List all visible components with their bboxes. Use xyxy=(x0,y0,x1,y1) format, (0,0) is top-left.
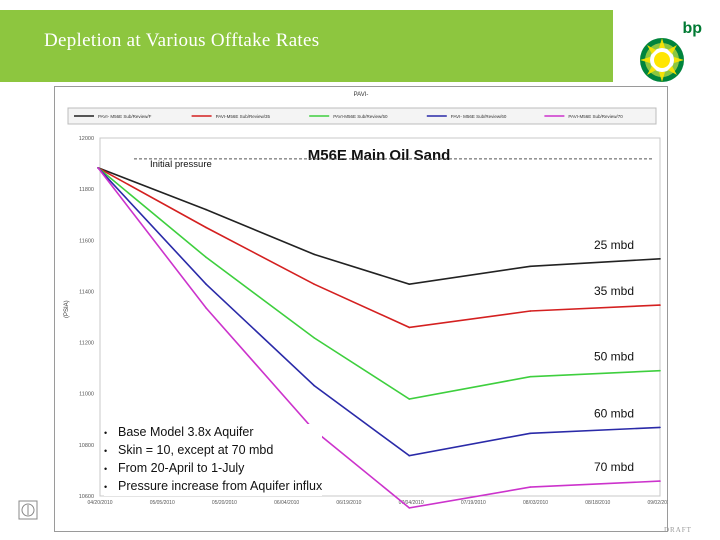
notes-list: • Base Model 3.8x Aquifer • Skin = 10, exc… xyxy=(104,424,323,496)
series-point xyxy=(408,283,411,285)
legend-entry: PAVI-M56E Sub/Review/50 xyxy=(333,114,388,119)
series-point xyxy=(313,384,315,387)
chart-window-title: PAVI- xyxy=(354,92,369,98)
note-item: • Pressure increase from Aquifer influx xyxy=(104,479,323,493)
pressure-chart: PAVI- PAVI- M56E Sub/Review/F PAVI-M56E S… xyxy=(54,86,673,532)
series-point xyxy=(659,426,661,429)
y-tick-label: 11600 xyxy=(79,238,94,244)
x-tick-label: 08/18/2010 xyxy=(585,500,610,506)
draft-watermark: DRAFT xyxy=(664,526,692,534)
series-point xyxy=(205,256,207,259)
series-point xyxy=(205,208,207,211)
series-point xyxy=(529,486,532,488)
bp-helios-icon xyxy=(640,38,684,82)
bp-logo: bp xyxy=(632,14,710,92)
y-tick-label: 11400 xyxy=(79,289,94,295)
bp-logo-text: bp xyxy=(682,20,702,37)
legend-box xyxy=(67,107,657,125)
plot-area xyxy=(99,137,661,497)
note-item: • Base Model 3.8x Aquifer xyxy=(104,425,254,439)
y-axis-label: (PSIA) xyxy=(64,300,70,318)
y-tick-label: 11200 xyxy=(79,341,94,347)
note-item: • From 20-April to 1-July xyxy=(104,461,245,475)
x-tick-label: 08/03/2010 xyxy=(523,500,548,506)
series-point xyxy=(313,253,315,256)
series-line xyxy=(97,167,661,509)
y-tick-label: 11000 xyxy=(79,392,94,398)
x-tick-label: 05/05/2010 xyxy=(150,500,175,506)
series-point xyxy=(408,507,411,509)
series-point xyxy=(205,307,207,309)
series-point xyxy=(659,304,661,306)
legend-entry: PAVI-M56E Sub/Review/70 xyxy=(568,114,623,119)
series-point xyxy=(529,375,532,378)
chart-panel: PAVI- PAVI- M56E Sub/Review/F PAVI-M56E S… xyxy=(54,86,673,532)
series-point xyxy=(659,369,661,372)
series-point xyxy=(205,283,207,285)
legend-entry: PAVI-M56E Sub/Review/35 xyxy=(216,114,271,119)
x-tick-label: 07/04/2010 xyxy=(399,500,424,506)
series-point xyxy=(313,283,315,285)
x-tick-label: 04/20/2010 xyxy=(87,500,112,506)
slide-number-icon xyxy=(18,500,38,520)
legend-entry: PAVI- M56E Sub/Review/60 xyxy=(451,114,507,119)
series-line xyxy=(97,167,661,400)
series-point xyxy=(529,310,532,312)
series-line xyxy=(97,167,661,457)
initial-pressure-label: Initial pressure xyxy=(150,159,212,170)
series-point xyxy=(408,398,411,400)
x-tick-label: 07/19/2010 xyxy=(461,500,486,506)
x-tick-label: 09/02/2010 xyxy=(647,500,668,506)
series-label: 70 mbd xyxy=(594,460,634,474)
series-point xyxy=(659,258,661,260)
series-point xyxy=(313,337,315,339)
x-tick-label: 05/20/2010 xyxy=(212,500,237,506)
series-point xyxy=(408,454,411,457)
legend-entry: PAVI- M56E Sub/Review/F xyxy=(98,114,152,119)
y-tick-label: 12000 xyxy=(79,136,94,142)
series-label: 25 mbd xyxy=(594,238,634,252)
x-tick-label: 06/04/2010 xyxy=(274,500,299,506)
series-point xyxy=(529,432,532,435)
series-line xyxy=(97,167,661,329)
y-tick-label: 10800 xyxy=(79,443,94,449)
series-label: 35 mbd xyxy=(594,284,634,298)
chart-title: M56E Main Oil Sand xyxy=(308,147,451,164)
note-item: • Skin = 10, except at 70 mbd xyxy=(104,443,274,457)
series-point xyxy=(408,326,411,329)
series-point xyxy=(659,480,661,482)
series-label: 50 mbd xyxy=(594,350,634,364)
y-tick-label: 11800 xyxy=(79,187,94,193)
series-point xyxy=(205,226,207,229)
slide-title: Depletion at Various Offtake Rates xyxy=(44,30,320,51)
y-tick-label: 10600 xyxy=(79,494,94,500)
x-tick-label: 06/19/2010 xyxy=(336,500,361,506)
series-point xyxy=(97,167,99,169)
title-bar xyxy=(0,10,613,82)
series-line xyxy=(97,167,661,286)
series-point xyxy=(529,265,532,268)
series-label: 60 mbd xyxy=(594,406,634,420)
